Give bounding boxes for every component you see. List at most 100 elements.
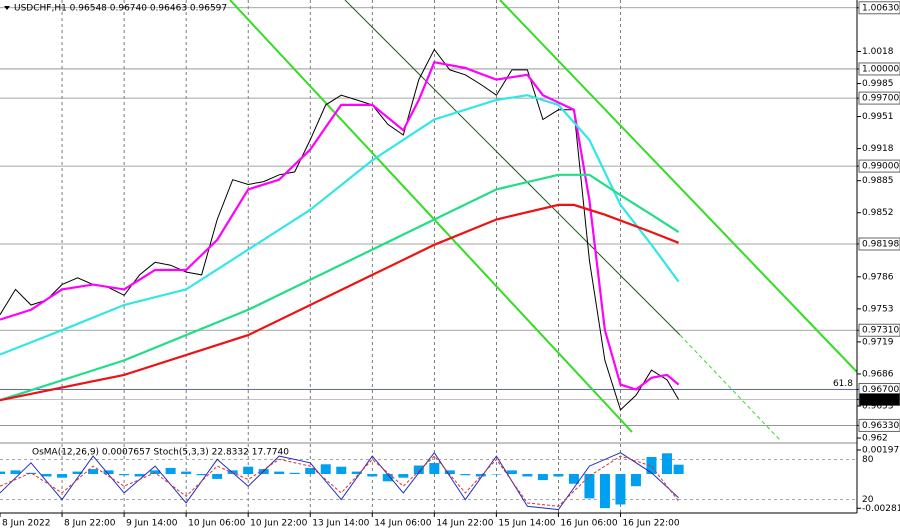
osma-bar: [88, 469, 99, 475]
price-label-box: [858, 237, 900, 251]
y-tick-label: 0.9918: [862, 144, 894, 154]
y-tick-label: 0.9753: [862, 304, 894, 314]
osma-bar: [212, 474, 223, 479]
osma-bar: [630, 474, 641, 487]
osma-bar: [615, 474, 626, 505]
y-tick-label: 1.0018: [862, 47, 894, 57]
osma-bar: [274, 471, 285, 475]
indicator-title: OsMA(12,26,9) 0.0007657 Stoch(5,3,3) 22.…: [32, 448, 289, 458]
y-tick-label: 1.00630: [862, 3, 899, 13]
y-tick-label: 0.9852: [862, 208, 894, 218]
x-tick-label: 10 Jun 06:00: [188, 519, 245, 529]
x-tick-label: 16 Jun 06:00: [560, 519, 617, 529]
x-tick-label: 16 Jun 22:00: [622, 519, 679, 529]
y-tick-label: 0.9719: [862, 337, 894, 347]
osma-bar: [382, 474, 393, 482]
y-tick-label: 0.99700: [862, 94, 899, 104]
osma-bar: [475, 474, 486, 477]
y-tick-label: 0.9885: [862, 176, 894, 186]
osma-bar: [320, 464, 331, 475]
price-label-box: [858, 62, 900, 76]
osma-bar: [413, 465, 424, 475]
osma-bar: [134, 474, 145, 477]
osma-bar: [119, 474, 130, 476]
trend-extension: [679, 334, 781, 441]
moving-average: [0, 60, 680, 391]
osma-bar: [522, 474, 533, 477]
fib-label: 61.8: [833, 379, 853, 389]
stochastic-line: [0, 451, 679, 511]
moving-average: [0, 94, 680, 356]
osma-bar: [351, 471, 362, 475]
osma-bar: [398, 474, 409, 478]
price-label-box: [858, 418, 900, 432]
y-tick-label: 0.9686: [862, 369, 894, 379]
osma-bar: [26, 472, 37, 475]
y2-tick-label: 80: [862, 455, 874, 465]
osma-bar: [599, 474, 610, 509]
y-tick-label: 0.962: [862, 434, 888, 444]
trend-line: [344, 0, 681, 336]
price-label-box: [858, 323, 900, 337]
price-label-box: [858, 1, 900, 15]
osma-bar: [103, 470, 114, 475]
y-tick-label: 0.9653: [862, 402, 894, 412]
osma-bar: [444, 470, 455, 475]
osma-bar: [10, 470, 21, 475]
osma-bar: [429, 463, 440, 475]
osma-bar: [661, 453, 672, 475]
osma-bar: [537, 474, 548, 481]
osma-bar: [506, 470, 517, 475]
osma-bar: [367, 474, 378, 477]
channel-line: [229, 0, 633, 433]
x-tick-label: 8 Jun 22:00: [64, 519, 116, 529]
moving-average: [0, 173, 680, 402]
osma-bar: [0, 471, 5, 475]
x-tick-label: 10 Jun 22:00: [250, 519, 307, 529]
price-label-box: [858, 91, 900, 105]
osma-bar: [72, 471, 83, 475]
osma-bar: [646, 456, 657, 475]
x-tick-label: 14 Jun 22:00: [436, 519, 493, 529]
x-tick-label: 15 Jun 14:00: [498, 519, 555, 529]
y2-tick-label: 20: [862, 495, 874, 505]
y-tick-label: 0.9951: [862, 112, 894, 122]
chart-title: USDCHF,H1 0.96548 0.96740 0.96463 0.9659…: [14, 4, 227, 14]
osma-bar: [568, 474, 579, 484]
y-tick-label: 0.99000: [862, 162, 899, 172]
osma-bar: [305, 467, 316, 475]
x-tick-label: 8 Jun 2022: [2, 519, 50, 529]
moving-average: [0, 203, 680, 402]
osma-bar: [673, 464, 684, 475]
osma-bar: [196, 474, 207, 476]
y-tick-label: 0.96597: [862, 395, 899, 405]
y-tick-label: 0.96330: [862, 421, 899, 431]
menu-arrow: [4, 6, 10, 10]
osma-bar: [181, 471, 192, 475]
osma-bar: [57, 474, 68, 478]
osma-bar: [336, 466, 347, 475]
y-tick-label: 0.97310: [862, 326, 899, 336]
y-tick-label: 0.9786: [862, 272, 894, 282]
osma-bar: [165, 467, 176, 475]
y-tick-label: 0.96700: [862, 385, 899, 395]
price-label-box: [858, 159, 900, 173]
osma-bar: [243, 466, 254, 475]
y-tick-label: 0.0019719: [862, 445, 900, 455]
x-tick-label: 14 Jun 06:00: [374, 519, 431, 529]
osma-bar: [41, 474, 52, 477]
osma-bar: [491, 474, 502, 475]
y-tick-label: 0.98198: [862, 239, 899, 249]
price-label-box: [858, 392, 900, 406]
osma-bar: [460, 474, 471, 476]
stochastic-line: [0, 455, 679, 507]
osma-bar: [584, 474, 595, 499]
y-tick-label: 1.00000: [862, 64, 899, 74]
trend-lines: [229, 0, 858, 441]
osma-bar: [150, 470, 161, 475]
y-tick-label: -0.002812: [862, 504, 900, 514]
osma-bar: [289, 472, 300, 475]
price-line: [0, 48, 680, 411]
x-tick-label: 9 Jun 14:00: [126, 519, 178, 529]
